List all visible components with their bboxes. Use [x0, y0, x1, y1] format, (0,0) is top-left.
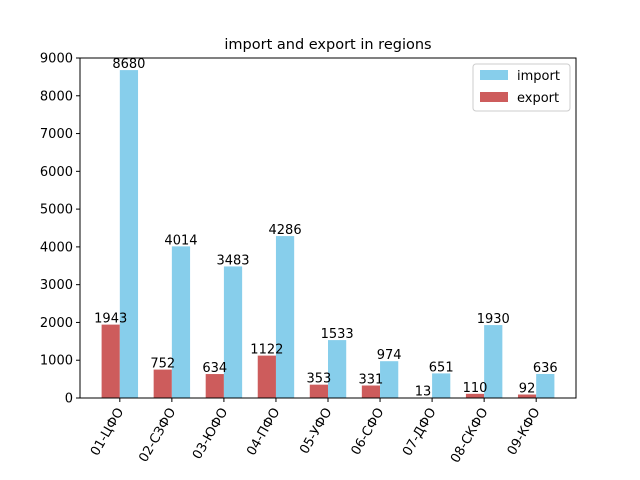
bar-import-08-СКФО	[484, 325, 503, 398]
bar-import-03-ЮФО	[223, 266, 243, 398]
y-tick-label-1000: 1000	[40, 354, 73, 369]
data-label-export-01-ЦФО: 1943	[94, 312, 127, 327]
bar-export-03-ЮФО	[205, 374, 224, 398]
y-tick-label-8000: 8000	[40, 89, 73, 104]
plot-frame	[79, 57, 577, 399]
bar-export-05-УФО	[309, 384, 328, 398]
bar-export-06-СФО	[361, 385, 381, 398]
y-tick-label-4000: 4000	[40, 240, 73, 255]
data-label-export-02-СЗФО: 752	[150, 357, 175, 372]
data-label-import-07-ДФО: 651	[429, 360, 454, 375]
y-tick-label-0: 0	[65, 392, 73, 407]
y-tick-label-6000: 6000	[40, 165, 73, 180]
legend-label-import: import	[517, 69, 560, 84]
bar-import-05-УФО	[328, 340, 347, 398]
data-label-import-08-СКФО: 1930	[477, 312, 510, 327]
y-tick-label-2000: 2000	[40, 316, 73, 331]
bar-export-02-СЗФО	[153, 369, 172, 398]
bar-import-01-ЦФО	[119, 70, 139, 398]
bar-import-06-СФО	[380, 361, 399, 398]
data-label-import-03-ЮФО: 3483	[216, 253, 249, 268]
data-label-import-01-ЦФО: 8680	[112, 57, 145, 72]
legend-swatch-import	[480, 70, 508, 80]
data-label-export-06-СФО: 331	[359, 373, 384, 388]
legend-swatch-export	[480, 92, 508, 102]
data-label-export-05-УФО: 353	[306, 372, 331, 387]
bar-export-08-СКФО	[465, 393, 485, 398]
data-label-import-06-СФО: 974	[377, 348, 402, 363]
bar-import-07-ДФО	[432, 373, 451, 398]
data-label-import-02-СЗФО: 4014	[164, 233, 197, 248]
legend: import export	[472, 63, 571, 112]
legend-label-export: export	[517, 91, 559, 106]
data-labels-group: 1943 8680 752 4014 634 3483 1122 4286 353 1533 331…	[94, 57, 558, 399]
data-label-export-08-СКФО: 110	[463, 381, 488, 396]
bar-import-02-СЗФО	[171, 246, 191, 398]
bar-export-04-ПФО	[257, 355, 276, 398]
data-label-export-07-ДФО: 13	[415, 385, 432, 400]
data-label-export-03-ЮФО: 634	[202, 361, 227, 376]
data-label-export-09-КФО: 92	[519, 382, 536, 397]
data-label-import-04-ПФО: 4286	[269, 223, 302, 238]
data-label-export-04-ПФО: 1122	[250, 343, 283, 358]
y-tick-label-3000: 3000	[40, 278, 73, 293]
y-tick-label-9000: 9000	[40, 52, 73, 67]
chart-title: import and export in regions	[224, 37, 431, 53]
data-label-import-05-УФО: 1533	[321, 327, 354, 342]
data-label-import-09-КФО: 636	[533, 361, 558, 376]
y-tick-label-5000: 5000	[40, 203, 73, 218]
bars-group	[101, 70, 555, 398]
bar-export-01-ЦФО	[101, 324, 120, 398]
y-axis: 0 1000 2000 3000 4000 5000 6000 7000 8000 9000	[40, 52, 80, 407]
bar-import-09-КФО	[536, 373, 555, 398]
bar-import-04-ПФО	[275, 236, 295, 398]
bar-export-09-КФО	[517, 394, 537, 398]
y-tick-label-7000: 7000	[40, 127, 73, 142]
